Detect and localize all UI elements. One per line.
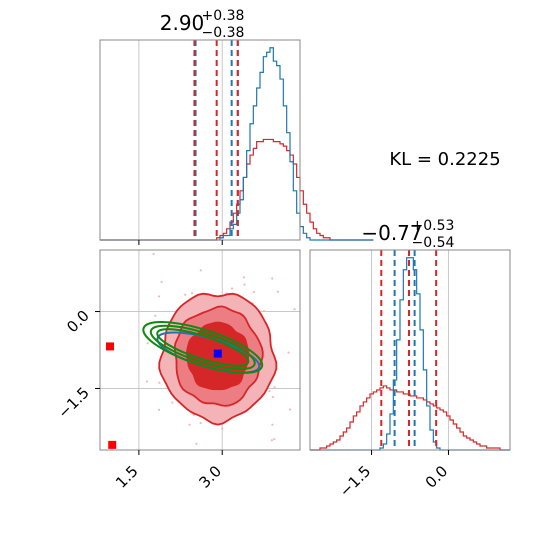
sample-point: [199, 421, 202, 425]
sample-point: [154, 314, 157, 317]
sample-point: [230, 287, 234, 290]
sample-point: [221, 427, 224, 430]
x-hist-title-minus: −0.38: [202, 25, 245, 41]
contour-x-tick-label: 1.5: [112, 462, 142, 492]
panel-y-histogram: −0.77+0.53−0.54 −1.5 0.0: [309, 218, 511, 501]
sample-point: [270, 439, 274, 442]
sample-point: [157, 408, 161, 411]
sample-point: [262, 309, 266, 313]
sample-point: [242, 276, 246, 279]
sample-point: [188, 423, 191, 426]
y-hist-tick-label: 0.0: [422, 462, 452, 492]
sample-point: [243, 283, 246, 286]
sample-point: [171, 401, 174, 404]
y-hist-title-minus: −0.54: [412, 235, 455, 251]
sample-point: [273, 438, 276, 441]
green-contour: [149, 324, 256, 371]
sample-point: [252, 290, 255, 294]
contour-x-tick-label: 3.0: [195, 462, 225, 492]
kl-annotation: KL = 0.2225: [389, 149, 500, 170]
y-hist-title-plus: +0.53: [412, 218, 455, 234]
sample-point: [157, 295, 161, 298]
panel-joint-contour: 1.5 3.0 0.0 −1.5: [54, 249, 301, 492]
green-contour: [156, 328, 250, 367]
sample-point: [271, 423, 274, 426]
sample-point: [273, 386, 276, 389]
y-hist-tick-label: −1.5: [336, 462, 374, 500]
sample-point: [160, 280, 163, 284]
panel-x-histogram: 2.90+0.38−0.38: [99, 8, 374, 245]
green-contour: [142, 321, 264, 374]
sample-point: [146, 342, 149, 345]
y-hist-blue-series: [310, 257, 510, 451]
sample-point: [287, 351, 290, 354]
sample-point: [271, 395, 274, 399]
sample-point: [191, 292, 194, 295]
sample-point: [199, 269, 202, 272]
sample-point: [276, 290, 280, 293]
sample-point: [145, 380, 148, 383]
sample-point: [288, 408, 292, 411]
blue-marker: [213, 349, 222, 358]
sample-point: [293, 308, 296, 311]
y-hist-frame: [309, 249, 511, 451]
contour-y-tick-label: −1.5: [54, 384, 92, 422]
sample-point: [271, 277, 274, 280]
contour-frame: [99, 249, 301, 451]
x-hist-title-plus: +0.38: [202, 8, 245, 24]
x-hist-title-value: 2.90: [160, 11, 205, 35]
contour-y-tick-label: 0.0: [63, 307, 93, 337]
sample-point: [158, 381, 161, 384]
x-hist-frame: [99, 39, 301, 241]
y-hist-red-series: [310, 385, 510, 451]
red-marker: [108, 440, 117, 449]
sample-point: [152, 252, 155, 256]
sample-point: [184, 293, 187, 296]
sample-point: [195, 442, 198, 445]
y-hist-title-value: −0.77: [361, 221, 422, 245]
red-marker: [106, 342, 114, 351]
sample-point: [268, 389, 271, 393]
